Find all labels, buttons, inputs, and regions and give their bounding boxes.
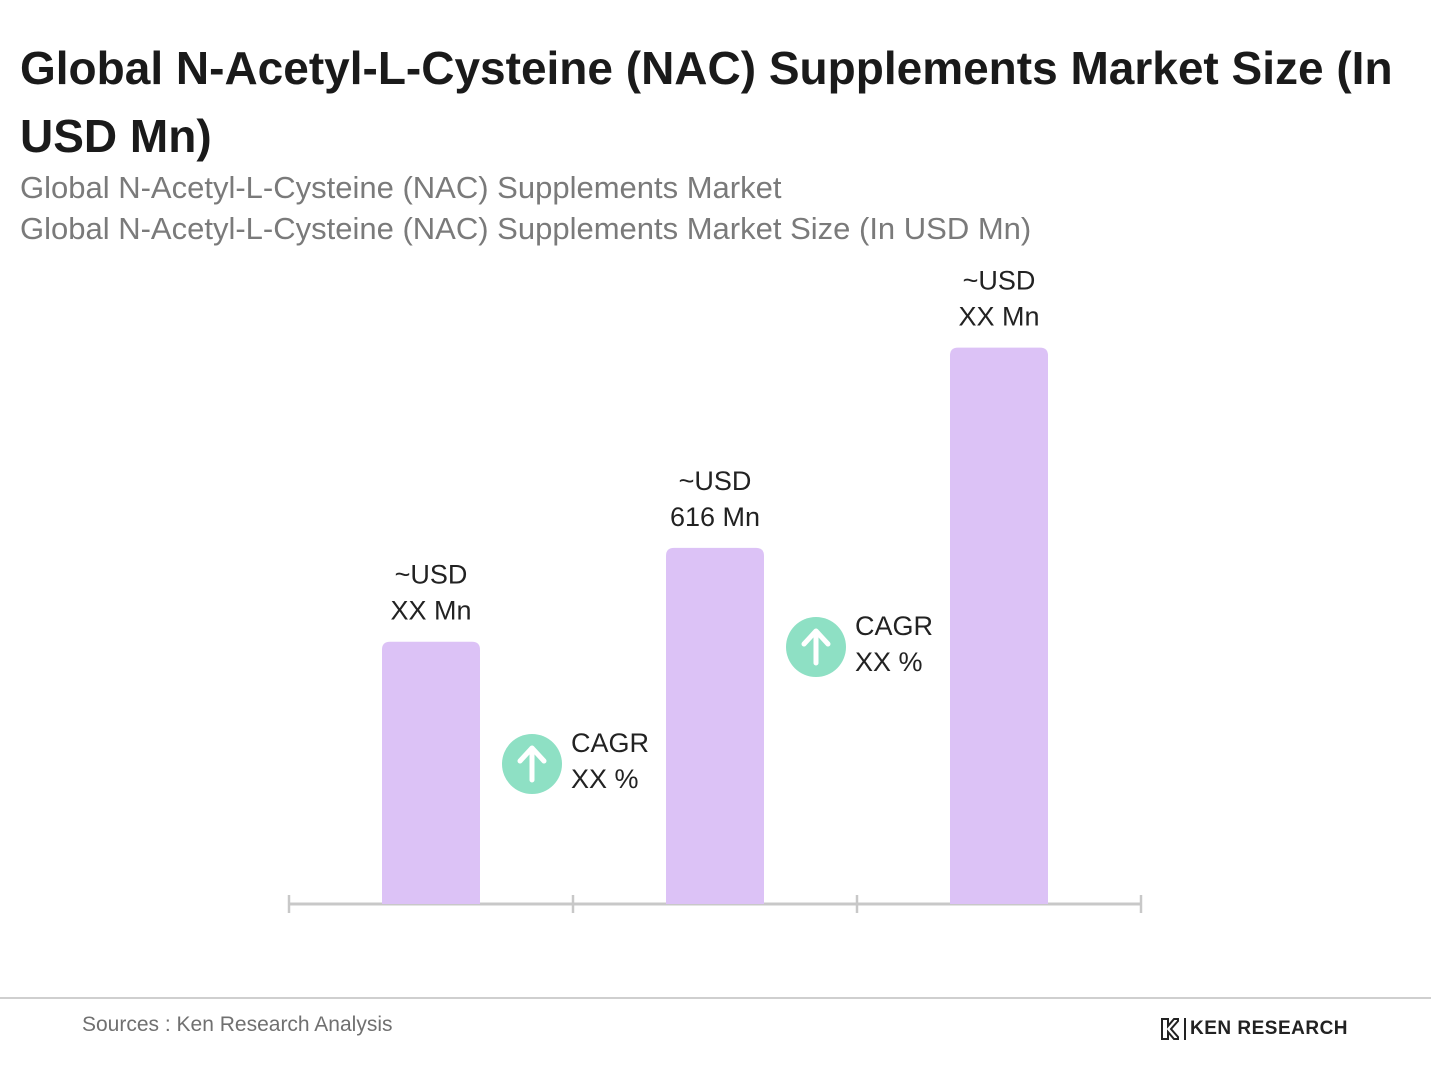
- chart-subtitle-market: Global N-Acetyl-L-Cysteine (NAC) Supplem…: [20, 170, 782, 205]
- cagr-value: XX %: [571, 764, 639, 794]
- cagr-arrow-glyph: [517, 745, 547, 783]
- bar-data-label: ~USD: [679, 466, 752, 496]
- cagr-value: XX %: [855, 647, 923, 677]
- bar-data-label: ~USD: [395, 560, 468, 590]
- source-note: Sources : Ken Research Analysis: [82, 1013, 393, 1036]
- bar-data-label: XX Mn: [390, 596, 471, 626]
- cagr-label: CAGR: [571, 728, 649, 758]
- ken-research-logo-icon: [1161, 1018, 1179, 1040]
- bar: [950, 347, 1048, 905]
- chart-title: Global N-Acetyl-L-Cysteine (NAC) Supplem…: [20, 42, 1393, 162]
- bar-data-label: 616 Mn: [670, 502, 760, 532]
- bar-chart: ~USD XX Mn ~USD 616 Mn ~USD XX Mn CAGR XX % CAGR…: [287, 266, 1143, 913]
- bar-data-label: XX Mn: [958, 302, 1039, 332]
- bar-data-label: ~USD: [963, 266, 1036, 296]
- footer-divider: [0, 997, 1431, 999]
- bar: [666, 547, 764, 904]
- bar: [382, 641, 480, 904]
- logo-wordmark: KEN RESEARCH: [1190, 1018, 1349, 1039]
- chart-subtitle-market-size: Global N-Acetyl-L-Cysteine (NAC) Supplem…: [20, 211, 1032, 246]
- ken-research-logo: KEN RESEARCH: [1160, 1016, 1348, 1042]
- cagr-label: CAGR: [855, 611, 933, 641]
- logo-separator: [1184, 1018, 1186, 1040]
- cagr-arrow-glyph: [801, 628, 831, 666]
